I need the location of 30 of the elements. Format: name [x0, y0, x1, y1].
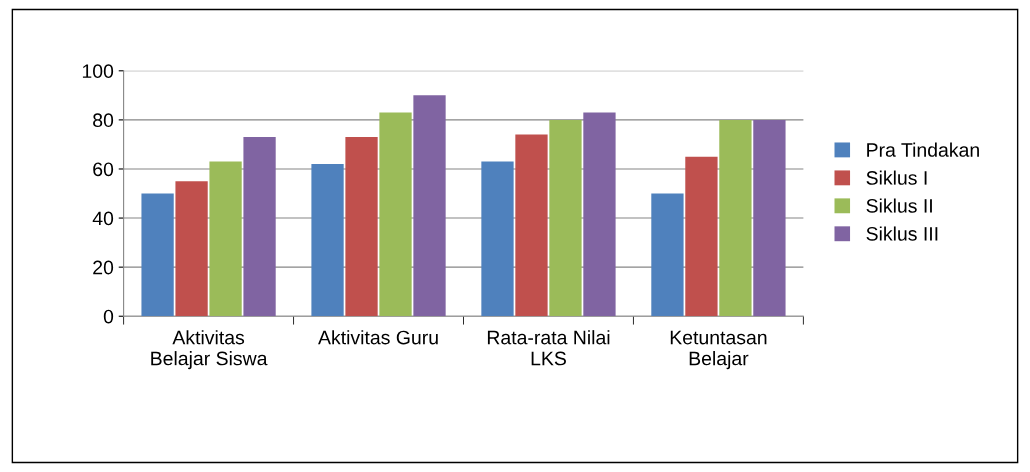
- bar: [719, 119, 752, 317]
- bar: [583, 112, 616, 317]
- bar: [685, 156, 718, 317]
- legend-label: Siklus II: [866, 198, 932, 213]
- bar: [243, 137, 276, 317]
- y-tick-label: 20: [93, 260, 114, 275]
- bar: [413, 95, 446, 317]
- bar: [209, 161, 242, 317]
- bar: [141, 193, 174, 317]
- x-tick-label: Rata-rata Nilai LKS: [487, 330, 610, 366]
- y-tick-label: 60: [93, 162, 114, 177]
- bar: [345, 137, 378, 317]
- bar: [379, 112, 412, 317]
- y-tick-label: 80: [93, 113, 114, 128]
- legend-label: Siklus III: [866, 226, 938, 241]
- legend-label: Pra Tindakan: [867, 142, 979, 157]
- bar: [549, 119, 582, 317]
- bar: [651, 193, 684, 317]
- bar: [515, 134, 548, 317]
- legend-label: Siklus I: [866, 170, 927, 185]
- x-tick-label: Aktivitas Belajar Siswa: [151, 330, 268, 370]
- y-tick-label: 100: [82, 64, 114, 79]
- y-tick-label: 0: [103, 309, 114, 324]
- y-tick-label: 40: [92, 211, 114, 226]
- x-tick-label: Aktivitas Guru: [318, 330, 438, 345]
- x-tick-label: Ketuntasan Belajar: [670, 330, 767, 370]
- bar: [753, 119, 786, 317]
- bar: [481, 161, 514, 317]
- bar: [175, 181, 208, 317]
- bar: [311, 164, 344, 317]
